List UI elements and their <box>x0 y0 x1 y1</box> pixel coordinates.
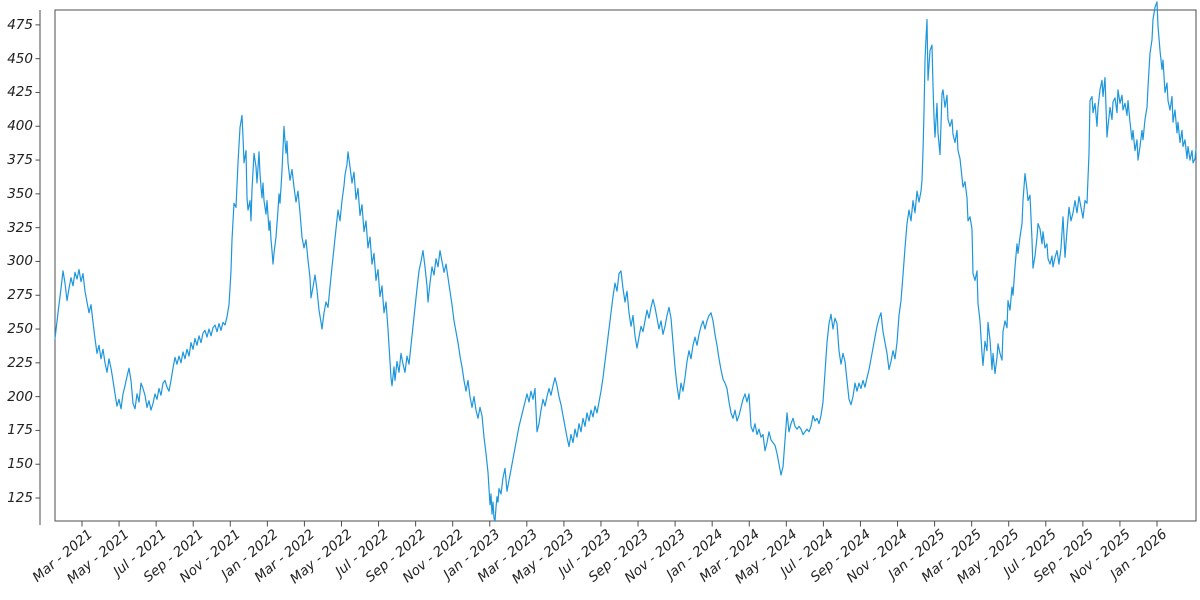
y-tick-label: 150 <box>7 456 33 473</box>
y-tick-label: 125 <box>7 490 33 507</box>
y-tick-label: 425 <box>7 84 33 101</box>
y-tick-label: 300 <box>7 253 33 270</box>
y-tick-label: 375 <box>7 152 33 169</box>
y-tick-label: 175 <box>7 422 33 439</box>
y-tick-label: 400 <box>7 118 33 135</box>
y-tick-label: 475 <box>7 16 33 33</box>
y-tick-label: 275 <box>7 287 33 304</box>
y-tick-label: 350 <box>7 185 33 202</box>
y-tick-label: 325 <box>7 219 33 236</box>
y-tick-label: 225 <box>7 354 33 371</box>
y-tick-label: 200 <box>7 388 33 405</box>
y-tick-label: 250 <box>7 321 33 338</box>
y-tick-label: 450 <box>7 50 33 67</box>
price-line-series <box>54 1 1197 522</box>
plot-border <box>54 9 1197 522</box>
